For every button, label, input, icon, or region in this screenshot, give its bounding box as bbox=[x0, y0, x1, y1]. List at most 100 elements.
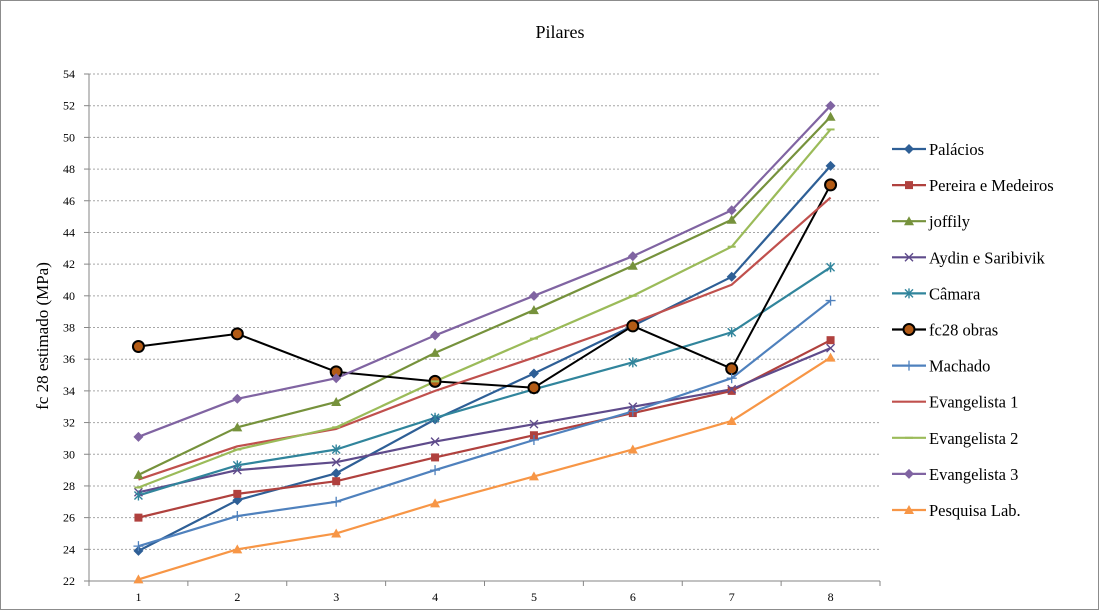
y-tick-label: 52 bbox=[63, 99, 75, 113]
data-point bbox=[627, 406, 638, 417]
y-tick-label: 30 bbox=[63, 447, 75, 461]
x-tick-label: 6 bbox=[630, 590, 636, 604]
data-point bbox=[726, 205, 737, 216]
data-point bbox=[431, 453, 440, 462]
data-point bbox=[133, 490, 143, 501]
y-tick-label: 32 bbox=[63, 416, 75, 430]
data-point bbox=[904, 144, 914, 154]
chart-title: Pilares bbox=[536, 22, 585, 42]
data-point bbox=[331, 373, 342, 384]
series-line bbox=[138, 356, 832, 581]
data-point bbox=[904, 252, 914, 262]
x-tick-label: 7 bbox=[729, 590, 735, 604]
data-point bbox=[331, 496, 342, 507]
series-line bbox=[138, 347, 831, 494]
data-point bbox=[232, 422, 243, 432]
data-point bbox=[527, 381, 541, 395]
y-tick-label: 54 bbox=[63, 67, 75, 81]
data-point bbox=[905, 181, 913, 190]
data-point bbox=[726, 271, 737, 282]
data-point bbox=[133, 541, 144, 552]
series-line bbox=[137, 116, 832, 476]
data-point bbox=[825, 160, 836, 171]
data-point bbox=[232, 393, 243, 404]
legend-label: Evangelista 2 bbox=[929, 429, 1018, 448]
x-tick-label: 1 bbox=[135, 590, 141, 604]
data-point bbox=[904, 360, 914, 371]
data-point bbox=[824, 178, 838, 192]
y-tick-label: 28 bbox=[63, 479, 75, 493]
data-point bbox=[627, 251, 638, 262]
series-markers bbox=[131, 100, 838, 584]
legend-label: Palácios bbox=[929, 140, 984, 159]
legend-label: Evangelista 1 bbox=[929, 393, 1018, 412]
data-point bbox=[430, 330, 441, 341]
data-point bbox=[825, 100, 836, 111]
legend-label: Pesquisa Lab. bbox=[929, 501, 1021, 520]
legend-label: Aydin e Saribivik bbox=[929, 248, 1046, 267]
y-tick-label: 40 bbox=[63, 289, 75, 303]
data-point bbox=[528, 305, 539, 315]
data-point bbox=[134, 513, 143, 522]
data-point bbox=[904, 288, 914, 299]
x-tick-labels: 1 2 3 4 5 6 7 8 bbox=[135, 590, 833, 604]
data-point bbox=[627, 260, 638, 270]
x-tick-label: 3 bbox=[333, 590, 339, 604]
data-point bbox=[902, 323, 916, 336]
data-point bbox=[331, 468, 342, 479]
data-point bbox=[430, 437, 440, 447]
y-tick-label: 34 bbox=[63, 384, 75, 398]
y-tick-label: 24 bbox=[63, 542, 75, 556]
y-tick-label: 50 bbox=[63, 130, 75, 144]
data-point bbox=[904, 468, 914, 479]
legend-label: joffily bbox=[928, 212, 971, 231]
y-tick-label: 38 bbox=[63, 321, 75, 335]
data-point bbox=[332, 477, 341, 486]
data-point bbox=[430, 412, 440, 423]
data-point bbox=[331, 528, 342, 538]
x-tick-label: 4 bbox=[432, 590, 438, 604]
x-tick-label: 8 bbox=[828, 590, 834, 604]
legend-label: Pereira e Medeiros bbox=[929, 176, 1054, 195]
y-tick-labels: 22 24 26 28 30 32 34 36 38 40 42 44 46 48 50 52 54 bbox=[63, 67, 75, 588]
data-point bbox=[528, 471, 539, 481]
y-tick-label: 36 bbox=[63, 352, 75, 366]
data-point bbox=[331, 457, 341, 467]
data-point bbox=[131, 340, 145, 354]
series-line bbox=[138, 196, 832, 481]
data-point bbox=[528, 434, 539, 445]
data-point bbox=[626, 319, 640, 333]
data-point bbox=[133, 574, 144, 584]
data-point bbox=[232, 511, 243, 522]
x-tick-label: 2 bbox=[234, 590, 240, 604]
data-point bbox=[727, 386, 736, 395]
legend-label: Evangelista 3 bbox=[929, 465, 1018, 484]
data-point bbox=[725, 362, 739, 376]
data-point bbox=[825, 111, 836, 121]
data-point bbox=[727, 384, 737, 394]
series-line bbox=[138, 128, 832, 489]
data-point bbox=[233, 489, 242, 498]
data-point bbox=[230, 327, 244, 341]
y-tick-label: 42 bbox=[63, 257, 75, 271]
x-tick-label: 5 bbox=[531, 590, 537, 604]
y-tick-label: 48 bbox=[63, 162, 75, 176]
legend-label: Machado bbox=[929, 357, 990, 376]
data-point bbox=[826, 343, 836, 353]
legend: Palácios Pereira e Medeiros joffily Aydin e… bbox=[892, 140, 1054, 520]
data-point bbox=[826, 336, 835, 345]
data-point bbox=[628, 357, 638, 368]
data-point bbox=[529, 419, 539, 429]
legend-label: fc28 obras bbox=[929, 321, 998, 340]
data-point bbox=[232, 544, 243, 554]
series-line bbox=[137, 165, 832, 552]
data-point bbox=[726, 415, 737, 425]
data-point bbox=[528, 290, 539, 301]
y-tick-label: 26 bbox=[63, 511, 75, 525]
data-point bbox=[331, 396, 342, 406]
series-line bbox=[138, 339, 832, 519]
data-point bbox=[825, 295, 836, 306]
data-point bbox=[133, 469, 144, 479]
